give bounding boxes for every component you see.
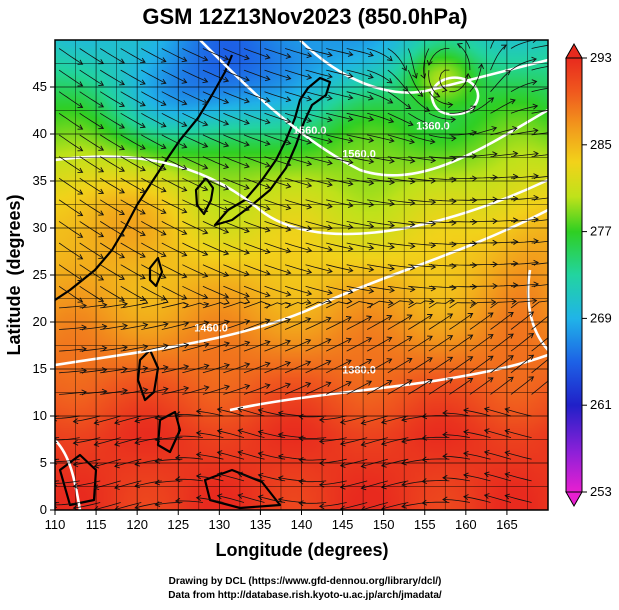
contour-label: 1560.0	[293, 125, 327, 137]
y-tick-label: 0	[40, 502, 47, 517]
x-axis-label: Longitude (degrees)	[215, 540, 388, 560]
streamline-arrowhead	[554, 129, 559, 134]
streamline-arrowhead	[554, 281, 559, 286]
y-tick-label: 5	[40, 455, 47, 470]
streamline-arrowhead	[554, 63, 559, 68]
streamline-arrowhead	[32, 478, 37, 483]
lat-lon-grid	[55, 40, 548, 510]
x-tick-label: 150	[373, 517, 395, 532]
streamline-arrowhead	[32, 456, 37, 461]
x-axis-ticks: 110 115 120 125 130 135 140 145 150 155 160 165	[45, 510, 518, 532]
colorbar: 253 261 269 277 285 293	[566, 44, 612, 506]
contour-label: 1380.0	[342, 365, 376, 377]
colorbar-bottom-triangle	[566, 492, 582, 506]
streamline-arrowhead	[505, 27, 510, 32]
streamline-arrowhead	[549, 333, 554, 338]
y-tick-label: 25	[33, 267, 47, 282]
footer-credit-line1: Drawing by DCL (https://www.gfd-dennou.o…	[169, 576, 442, 587]
y-tick-label: 10	[33, 408, 47, 423]
streamline-arrowhead	[549, 355, 554, 360]
streamline-arrowhead	[554, 42, 559, 47]
streamline-arrowhead	[549, 312, 554, 317]
colorbar-gradient	[566, 58, 582, 492]
streamline-arrowhead	[549, 376, 554, 381]
x-tick-label: 120	[126, 517, 148, 532]
x-tick-label: 155	[414, 517, 436, 532]
colorbar-ticks: 253 261 269 277 285 293	[582, 50, 612, 499]
y-tick-label: 20	[33, 314, 47, 329]
chart-title: GSM 12Z13Nov2023 (850.0hPa)	[142, 4, 467, 29]
streamline-arrowhead	[554, 195, 559, 200]
streamline-arrowhead	[554, 238, 559, 243]
x-tick-label: 145	[332, 517, 354, 532]
colorbar-top-triangle	[566, 44, 582, 58]
y-tick-label: 45	[33, 79, 47, 94]
x-tick-label: 135	[250, 517, 272, 532]
streamline-arrowhead	[32, 434, 37, 439]
x-tick-label: 110	[45, 517, 66, 532]
streamline-arrowhead	[32, 499, 37, 504]
contour-label: 1460.0	[194, 322, 228, 334]
streamline-arrowhead	[554, 151, 559, 156]
streamline-arrowhead	[554, 173, 559, 178]
streamline-arrowhead	[554, 107, 559, 112]
streamline-arrowhead	[554, 85, 559, 90]
y-axis-label: Latitude (degrees)	[4, 194, 24, 355]
colorbar-tick-label: 277	[590, 224, 612, 239]
y-axis-ticks: 0 5 10 15 20 25 30 35 40 45	[33, 79, 55, 517]
streamline-arrowhead	[554, 216, 559, 221]
plot-area: 1560.0 1560.0 1360.0 1380.0 1460.0	[32, 25, 559, 511]
y-tick-label: 40	[33, 126, 47, 141]
x-tick-label: 160	[455, 517, 477, 532]
colorbar-tick-label: 285	[590, 137, 612, 152]
x-tick-label: 140	[291, 517, 313, 532]
x-tick-label: 130	[208, 517, 230, 532]
y-tick-label: 35	[33, 173, 47, 188]
y-tick-label: 30	[33, 220, 47, 235]
contour-label: 1560.0	[342, 149, 376, 161]
streamline-arrowhead	[554, 260, 559, 265]
y-tick-label: 15	[33, 361, 47, 376]
footer-credit-line2: Data from http://database.rish.kyoto-u.a…	[168, 590, 442, 601]
streamline-arrowhead	[552, 298, 557, 303]
x-tick-label: 165	[496, 517, 518, 532]
contour-label: 1360.0	[416, 120, 450, 132]
x-tick-label: 115	[86, 517, 107, 532]
colorbar-tick-label: 261	[590, 397, 612, 412]
colorbar-tick-label: 253	[590, 484, 612, 499]
x-tick-label: 125	[167, 517, 189, 532]
colorbar-tick-label: 293	[590, 50, 612, 65]
colorbar-tick-label: 269	[590, 310, 612, 325]
